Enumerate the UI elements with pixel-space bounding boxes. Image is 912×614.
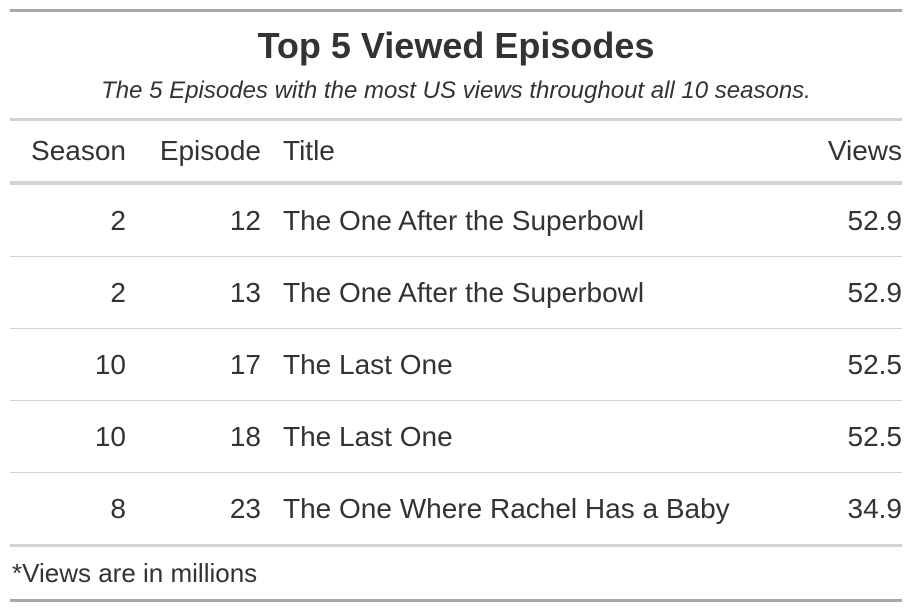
cell-title: The One After the Superbowl — [261, 184, 791, 257]
column-header-episode: Episode — [159, 135, 261, 166]
cell-views: 52.5 — [791, 328, 902, 401]
header-body-divider — [10, 181, 902, 184]
cell-episode: 17 — [126, 328, 261, 401]
table-row: 8 23 The One Where Rachel Has a Baby 34.… — [10, 472, 902, 544]
cell-title: The One Where Rachel Has a Baby — [261, 472, 791, 544]
cell-views: 34.9 — [791, 472, 902, 544]
data-table: Season Episode Title Views 2 12 The One … — [10, 121, 902, 544]
cell-season: 8 — [10, 472, 126, 544]
cell-views: 52.9 — [791, 184, 902, 257]
table-footnote: *Views are in millions — [12, 558, 258, 588]
bottom-border — [10, 599, 902, 602]
table-row: 2 12 The One After the Superbowl 52.9 — [10, 184, 902, 257]
cell-episode: 18 — [126, 400, 261, 473]
cell-episode: 13 — [126, 256, 261, 329]
table-figure: Top 5 Viewed Episodes The 5 Episodes wit… — [10, 9, 902, 602]
cell-season: 2 — [10, 184, 126, 257]
table-row: 2 13 The One After the Superbowl 52.9 — [10, 256, 902, 329]
cell-views: 52.9 — [791, 256, 902, 329]
cell-season: 10 — [10, 328, 126, 401]
cell-title: The One After the Superbowl — [261, 256, 791, 329]
cell-episode: 23 — [126, 472, 261, 544]
table-row: 10 18 The Last One 52.5 — [10, 400, 902, 473]
header-row: Season Episode Title Views — [10, 121, 902, 181]
table-row: 10 17 The Last One 52.5 — [10, 328, 902, 401]
cell-title: The Last One — [261, 328, 791, 401]
column-header-title: Title — [283, 135, 335, 166]
cell-title: The Last One — [261, 400, 791, 473]
cell-season: 10 — [10, 400, 126, 473]
cell-season: 2 — [10, 256, 126, 329]
column-header-season: Season — [31, 135, 126, 166]
table-subtitle: The 5 Episodes with the most US views th… — [101, 77, 811, 104]
heading-divider — [10, 118, 902, 121]
cell-views: 52.5 — [791, 400, 902, 473]
body-footer-divider — [10, 544, 902, 547]
top-border — [10, 9, 902, 12]
column-header-views: Views — [827, 135, 902, 166]
cell-episode: 12 — [126, 184, 261, 257]
table-title: Top 5 Viewed Episodes — [257, 25, 655, 66]
